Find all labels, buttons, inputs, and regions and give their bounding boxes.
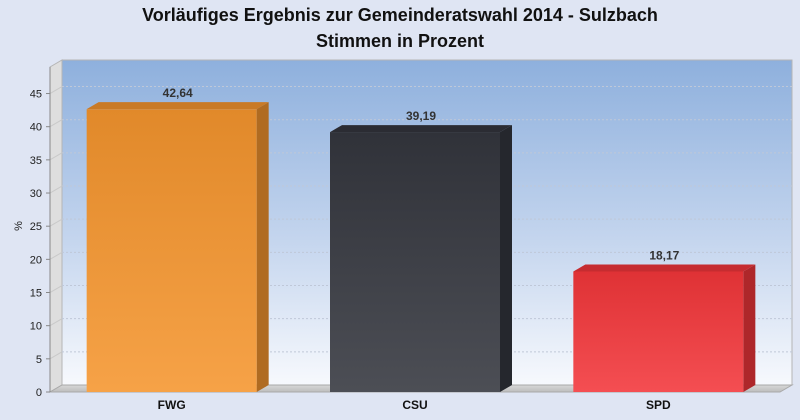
x-category-label: FWG: [158, 398, 186, 412]
grid-line-wall: [49, 218, 63, 227]
y-tick-label: 5: [36, 354, 42, 366]
bar-side-face: [256, 102, 269, 393]
y-tick-label: 15: [30, 288, 42, 300]
grid-line-wall: [49, 152, 63, 161]
chart-title: Vorläufiges Ergebnis zur Gemeinderatswah…: [142, 5, 658, 25]
y-axis-label: %: [13, 221, 25, 231]
bar-value-label: 18,17: [649, 248, 679, 262]
grid-line-wall: [49, 285, 63, 293]
bar-value-label: 42,64: [163, 86, 193, 100]
y-tick-label: 30: [30, 188, 42, 200]
chart-left-wall: [49, 59, 63, 393]
bar-top-face: [330, 125, 512, 133]
grid-line-wall: [49, 351, 63, 360]
bar-csu: 39,19: [330, 109, 512, 392]
y-tick-label: 25: [30, 221, 42, 233]
grid-line-wall: [49, 185, 63, 194]
grid-line-wall: [49, 119, 63, 128]
y-tick-label: 0: [36, 387, 42, 399]
grid-line-wall: [49, 251, 63, 260]
grid-line-wall: [49, 318, 63, 327]
chart-subtitle: Stimmen in Prozent: [316, 31, 484, 51]
y-tick-label: 35: [30, 155, 42, 167]
bar-top-face: [86, 102, 269, 110]
bar-value-label: 39,19: [406, 109, 436, 123]
bar-fwg: 42,64: [86, 86, 269, 393]
bars: 42,64 39,19 18,17: [86, 86, 756, 393]
bar-side-face: [500, 125, 512, 392]
x-category-label: CSU: [402, 398, 427, 412]
y-tick-label: 20: [30, 254, 42, 266]
bar-top-face: [573, 264, 756, 272]
y-axis-ticks: 0 5 10 15 20 25 30 35 40 45: [30, 89, 50, 399]
bar-spd: 18,17: [573, 248, 756, 392]
bar-front-face: [86, 109, 257, 393]
y-tick-label: 10: [30, 321, 42, 333]
x-category-label: SPD: [646, 398, 671, 412]
bar-side-face: [743, 264, 756, 392]
x-axis-categories: FWG CSU SPD: [158, 398, 671, 412]
grid-line-wall: [49, 86, 63, 94]
bar-front-face: [573, 271, 744, 392]
y-tick-label: 40: [30, 122, 42, 134]
y-tick-label: 45: [30, 89, 42, 101]
bar-front-face: [330, 132, 500, 392]
